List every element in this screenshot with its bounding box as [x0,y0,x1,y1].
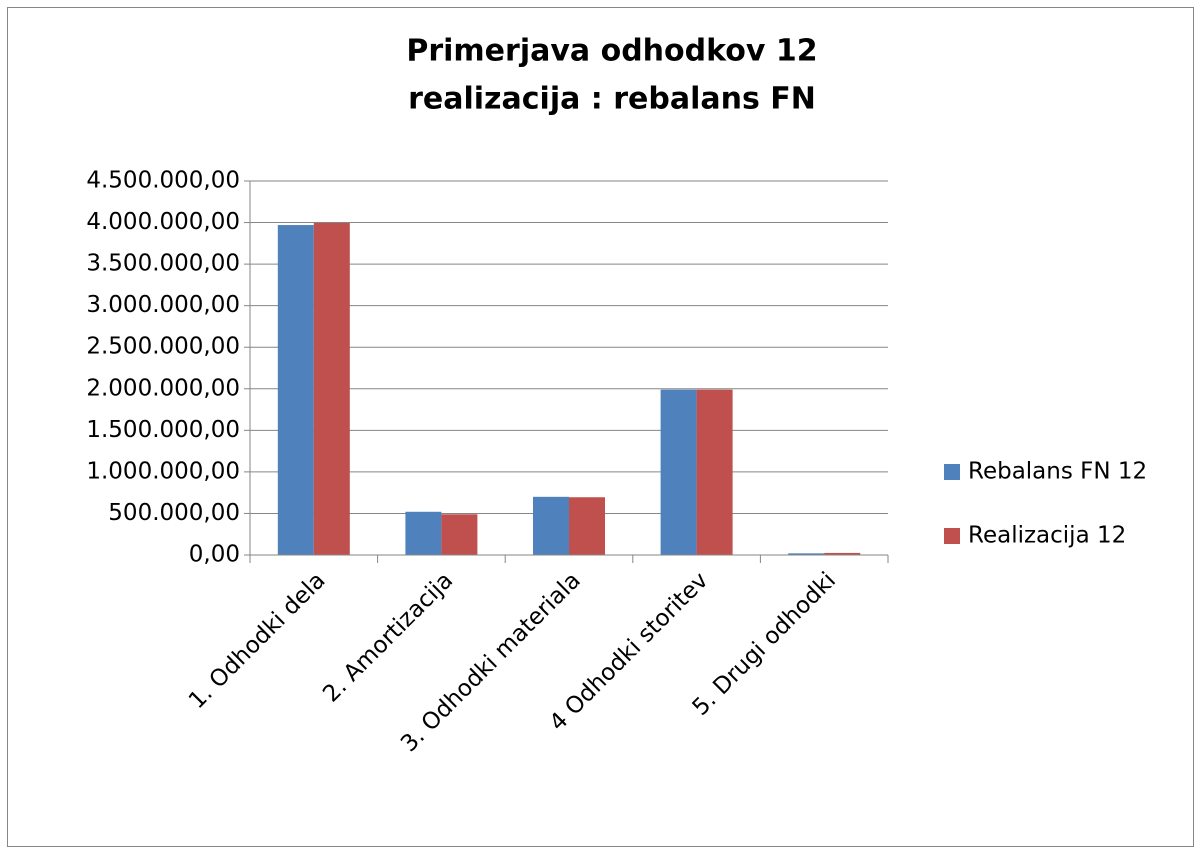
y-tick-label: 1.000.000,00 [86,458,240,484]
y-tick-label: 1.500.000,00 [86,417,240,443]
y-tick-label: 2.500.000,00 [86,334,240,360]
y-tick-label: 3.000.000,00 [86,292,240,318]
y-tick-label: 4.000.000,00 [86,209,240,235]
bar [277,225,314,555]
y-tick-label: 2.000.000,00 [86,375,240,401]
legend-swatch [944,464,960,480]
bar [788,553,825,555]
bar [533,496,569,555]
chart-title: Primerjava odhodkov 12 [406,34,817,69]
y-tick-label: 3.500.000,00 [86,251,240,277]
legend-swatch [944,528,960,544]
bar [824,552,861,555]
y-tick-label: 0,00 [189,542,240,568]
bar [696,389,733,555]
chart-title: realizacija : rebalans FN [408,82,816,117]
legend-label: Rebalans FN 12 [968,459,1147,485]
y-tick-label: 4.500.000,00 [86,168,240,194]
chart-border [7,7,1194,847]
legend-label: Realizacija 12 [968,523,1126,549]
bar [569,497,605,555]
bar [660,389,697,555]
bar [313,222,350,555]
bar [441,514,478,555]
y-tick-label: 500.000,00 [108,500,240,526]
bar [405,511,442,555]
